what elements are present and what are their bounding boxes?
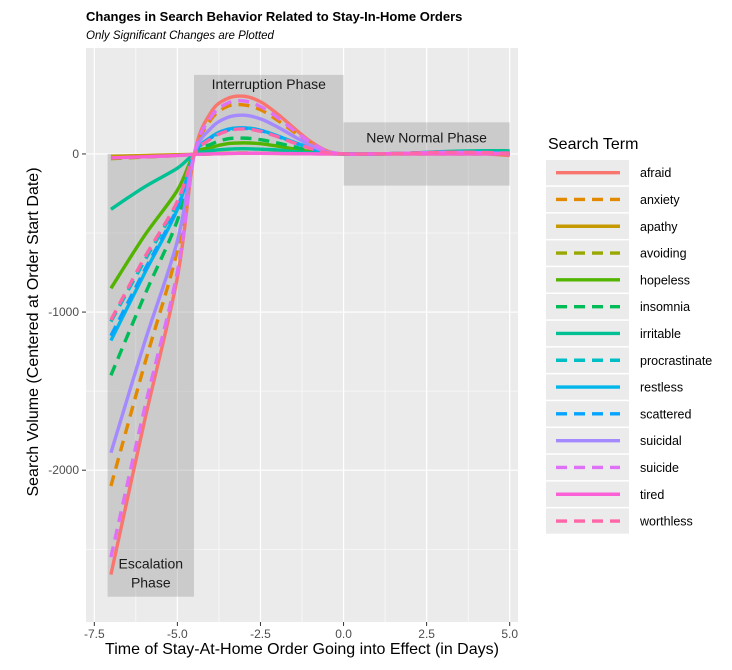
legend-label-restless: restless: [640, 381, 683, 395]
legend-label-insomnia: insomnia: [640, 300, 690, 314]
series-line-worthless: [109, 127, 510, 321]
x-tick-label: -2.5: [250, 627, 271, 641]
chart-subtitle: Only Significant Changes are Plotted: [86, 30, 275, 42]
y-tick-label: -2000: [48, 463, 79, 477]
legend-label-hopeless: hopeless: [640, 273, 690, 287]
legend-label-procrastinate: procrastinate: [640, 354, 712, 368]
x-tick-label: -7.5: [84, 627, 105, 641]
phase-label: Escalation Phase: [119, 556, 184, 591]
y-axis-title: Search Volume (Centered at Order Start D…: [25, 167, 42, 496]
phase-label-line: Escalation: [119, 556, 184, 572]
legend: Search Term afraid anxiety apathy avoiding h…: [546, 136, 712, 534]
legend-label-suicidal: suicidal: [640, 434, 682, 448]
y-tick-label: -1000: [48, 305, 79, 319]
x-tick-label: 0.0: [335, 627, 352, 641]
legend-title: Search Term: [548, 136, 638, 153]
legend-label-irritable: irritable: [640, 327, 681, 341]
phase-label-line: New Normal Phase: [366, 129, 487, 145]
x-tick-label: -5.0: [167, 627, 188, 641]
phase-label-line: Interruption Phase: [212, 76, 327, 92]
phase-label: Interruption Phase: [212, 76, 327, 92]
series-lines: [109, 94, 510, 575]
legend-label-tired: tired: [640, 488, 664, 502]
legend-label-worthless: worthless: [639, 515, 693, 529]
legend-label-suicide: suicide: [640, 461, 679, 475]
legend-label-scattered: scattered: [640, 407, 691, 421]
legend-label-afraid: afraid: [640, 166, 671, 180]
x-tick-label: 5.0: [501, 627, 518, 641]
chart-title: Changes in Search Behavior Related to St…: [86, 9, 462, 24]
x-tick-label: 2.5: [418, 627, 435, 641]
axes: -7.5 -5.0 -2.5 0.0 2.5 5.0 -2000 -1000 0: [48, 147, 518, 641]
phase-labels: Escalation Phase Interruption Phase New Nor…: [119, 76, 488, 591]
x-axis-title: Time of Stay-At-Home Order Going into Ef…: [105, 641, 499, 658]
legend-label-anxiety: anxiety: [640, 193, 680, 207]
phase-label: New Normal Phase: [366, 129, 487, 145]
legend-label-avoiding: avoiding: [640, 247, 687, 261]
phase-label-line: Phase: [131, 575, 171, 591]
y-tick-label: 0: [72, 147, 79, 161]
legend-label-apathy: apathy: [640, 220, 678, 234]
